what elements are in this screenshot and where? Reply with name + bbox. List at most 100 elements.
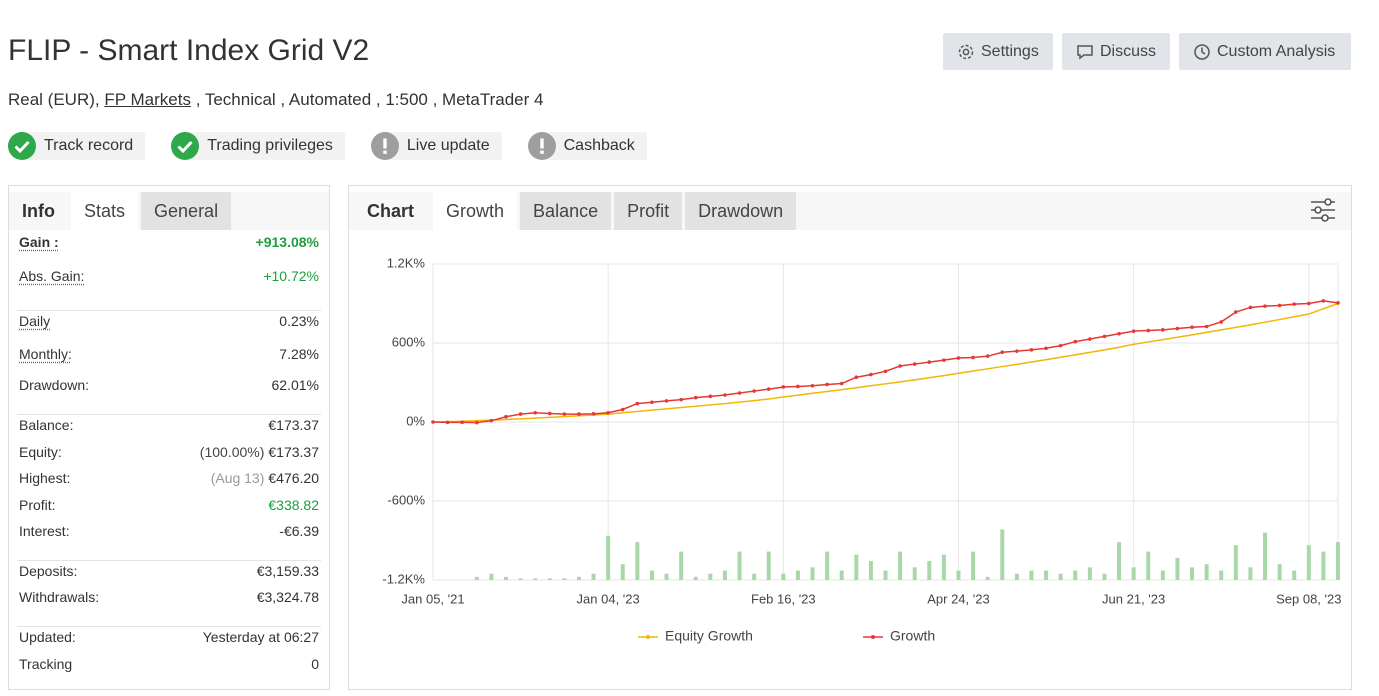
stats-tab[interactable]: Info	[22, 200, 55, 221]
stat-label: Interest:	[19, 523, 70, 539]
button-label: Custom Analysis	[1217, 42, 1336, 60]
point	[577, 412, 581, 416]
bar	[795, 570, 800, 580]
stat-value-wrap: +913.08%	[256, 234, 319, 250]
x-tick-label: Jan 04, '23	[577, 591, 640, 606]
bar	[708, 573, 713, 580]
bar	[898, 551, 903, 580]
stats-tab[interactable]: Stats	[71, 192, 139, 230]
point	[1146, 328, 1151, 333]
badge-icon	[370, 132, 399, 160]
bar	[693, 576, 698, 580]
stat-row: Interest: -€6.39	[19, 523, 319, 539]
broker-link[interactable]: FP Markets	[104, 90, 191, 109]
point	[1234, 310, 1238, 314]
separator	[17, 560, 321, 561]
point	[518, 412, 523, 416]
header-button[interactable]: Settings	[943, 33, 1053, 70]
badge: Track record	[8, 132, 146, 160]
stat-value: €173.37	[268, 417, 319, 433]
x-tick-label: Feb 16, '23	[751, 591, 816, 606]
bar	[1306, 545, 1311, 580]
stat-note: (100.00%)	[199, 444, 265, 460]
chart-tab[interactable]: Balance	[520, 192, 612, 230]
bar	[1087, 567, 1092, 580]
bar	[839, 570, 844, 580]
bar	[1117, 542, 1122, 580]
stat-label: Deposits:	[19, 563, 78, 579]
badge-label: Track record	[44, 137, 134, 154]
stat-row: Drawdown: 62.01%	[19, 377, 319, 393]
stat-value: +10.72%	[263, 268, 319, 284]
point	[708, 394, 713, 399]
point	[971, 355, 975, 360]
stat-value-wrap: 7.28%	[279, 346, 319, 362]
bar	[1336, 542, 1340, 580]
point	[1204, 324, 1209, 329]
chart-tab[interactable]: Drawdown	[685, 192, 797, 230]
stat-label: Tracking	[19, 656, 73, 672]
bar	[825, 551, 830, 580]
separator	[17, 626, 321, 627]
stat-label: Withdrawals:	[19, 589, 100, 605]
page-title: FLIP - Smart Index Grid V2	[8, 34, 370, 67]
header-button[interactable]: Discuss	[1062, 33, 1170, 70]
stat-value-wrap: 62.01%	[272, 377, 319, 393]
stat-row: Equity: (100.00%) €173.37	[19, 444, 319, 460]
chart-tab[interactable]: Growth	[433, 192, 518, 230]
stat-value-wrap: (Aug 13) €476.20	[211, 470, 319, 486]
point	[1190, 325, 1194, 329]
stat-label: Balance:	[19, 417, 74, 433]
header-button[interactable]: Custom Analysis	[1179, 33, 1351, 70]
point	[606, 410, 610, 415]
stat-value-wrap: -€6.39	[279, 523, 319, 539]
chart-tab[interactable]: Profit	[614, 192, 683, 230]
badge-icon	[527, 132, 556, 160]
point	[752, 389, 756, 393]
stat-row: Daily 0.23%	[19, 313, 319, 329]
y-tick-label: -600%	[387, 492, 425, 507]
button-icon	[1194, 43, 1210, 60]
stat-row: Gain : +913.08%	[19, 234, 319, 250]
point	[854, 375, 859, 380]
badge-label: Live update	[406, 137, 490, 154]
stats-tab[interactable]: General	[141, 192, 232, 230]
point	[942, 358, 946, 362]
y-tick-label: 1.2K%	[387, 255, 426, 270]
point	[781, 385, 786, 389]
bar	[591, 573, 596, 580]
point	[562, 412, 567, 416]
stat-row: Tracking 0	[19, 656, 319, 672]
point	[664, 399, 669, 403]
stat-row: Highest: (Aug 13) €476.20	[19, 470, 319, 486]
point	[737, 391, 742, 395]
badges: Track record Trading privileges Live updat…	[8, 132, 647, 160]
point	[869, 372, 873, 377]
point	[1131, 329, 1136, 333]
bar	[1321, 551, 1326, 580]
bar	[781, 573, 786, 580]
bar	[883, 570, 888, 580]
stat-label: Profit:	[19, 497, 56, 513]
x-tick-label: Sep 08, '23	[1276, 591, 1341, 606]
line	[432, 302, 1339, 423]
stat-row: Balance: €173.37	[19, 417, 319, 433]
point	[445, 420, 450, 425]
stat-value: €173.37	[268, 444, 319, 460]
stat-value: 0	[311, 656, 319, 672]
stat-value: -€6.39	[279, 523, 319, 539]
point	[1277, 303, 1282, 308]
point	[650, 400, 654, 405]
bar	[1102, 573, 1107, 580]
bar	[956, 570, 961, 580]
point	[1336, 301, 1340, 305]
bar	[1175, 557, 1180, 580]
subtitle: Real (EUR), FP Markets , Technical , Aut…	[8, 90, 543, 110]
point	[533, 410, 537, 415]
point	[1000, 350, 1005, 355]
point	[796, 384, 800, 389]
bar	[854, 554, 859, 580]
bar	[1190, 567, 1195, 580]
chart-options-icon[interactable]	[1309, 196, 1337, 224]
